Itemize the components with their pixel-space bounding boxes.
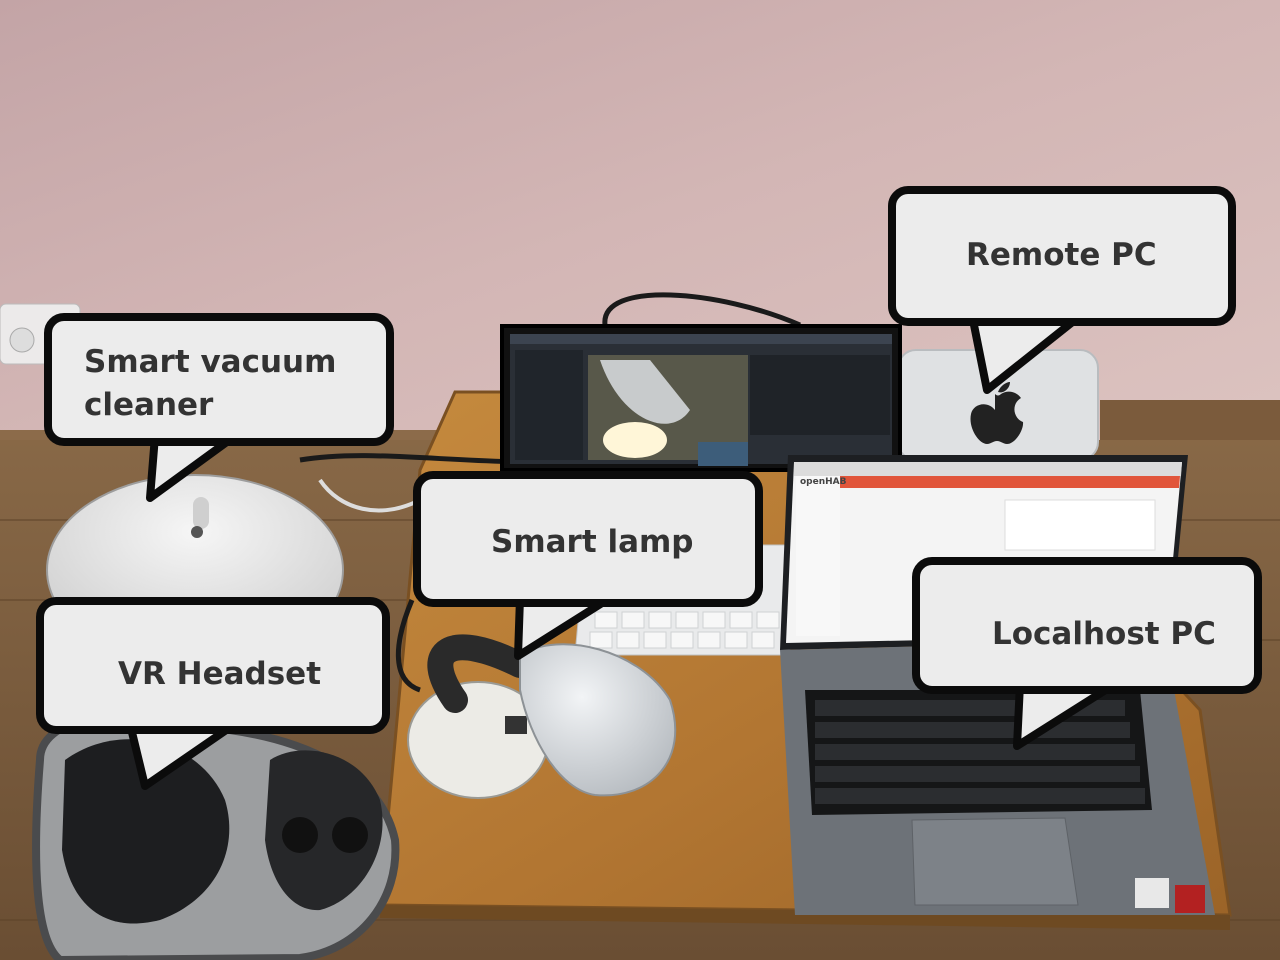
lamp-bubble-tail — [500, 598, 660, 660]
vacuum-label-text: Smart vacuum cleaner — [84, 344, 337, 424]
openhab-logo: openHAB — [800, 477, 847, 487]
localhost-pc-label-text: Localhost PC — [992, 616, 1216, 652]
remote-pc-label: Remote PC — [888, 186, 1236, 326]
remote-pc-label-text: Remote PC — [966, 237, 1157, 273]
vr-bubble-tail — [115, 724, 275, 790]
vr-headset-label-text: VR Headset — [118, 656, 322, 692]
localhost-pc-label: Localhost PC — [912, 557, 1262, 694]
lamp-label: Smart lamp — [413, 471, 763, 607]
remote-pc-bubble-tail — [965, 320, 1105, 394]
lamp-label-text: Smart lamp — [491, 524, 694, 560]
vacuum-bubble-tail — [140, 436, 300, 502]
vr-headset-label: VR Headset — [36, 597, 390, 734]
vacuum-label: Smart vacuum cleaner — [44, 313, 394, 446]
openhab-logo-text: openHAB — [800, 477, 847, 487]
localhost-pc-bubble-tail — [1005, 684, 1155, 750]
